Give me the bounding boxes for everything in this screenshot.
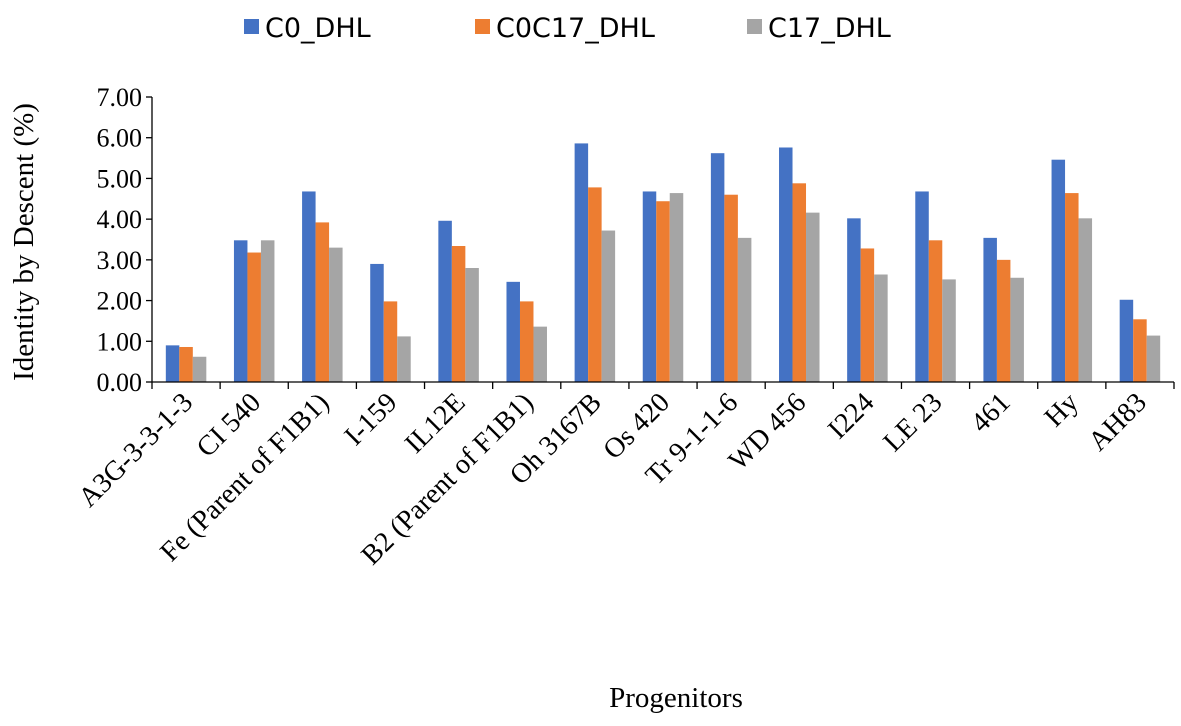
x-tick-label: I224 [822,387,880,445]
legend-swatch [475,19,490,34]
bar-c0c17-dhl [247,252,261,382]
y-tick-label: 0.00 [97,368,143,397]
bar-c17-dhl [942,279,956,382]
bar-c17-dhl [192,356,207,382]
x-tick-label: AH83 [1083,387,1153,457]
y-axis-title: Identity by Descent (%) [8,103,40,381]
bar-c17-dhl [260,240,275,382]
bar-c17-dhl [669,193,684,382]
legend-label: C0_DHL [265,13,371,44]
bar-c0-dhl [165,345,180,382]
y-tick-label: 7.00 [97,83,143,112]
bar-c0c17-dhl [588,187,602,382]
bar-c0-dhl [233,240,248,382]
bar-c17-dhl [806,212,820,382]
bar-c0-dhl [574,143,589,382]
bar-c0-dhl [1119,299,1134,382]
bar-c0-dhl [983,237,997,382]
bar-c0-dhl [438,220,452,382]
bar-c0-dhl [642,191,657,382]
x-tick-label: WD 456 [723,387,813,477]
bar-c0-dhl [915,191,929,382]
legend-label: C0C17_DHL [496,13,655,44]
y-tick-label: 3.00 [97,246,143,275]
y-tick-label: 6.00 [97,124,143,153]
bar-c0-dhl [847,218,861,382]
bar-c17-dhl [397,336,411,382]
bar-c17-dhl [465,268,479,382]
bar-c0-dhl [779,147,793,382]
y-tick-label: 4.00 [97,205,143,234]
bar-c17-dhl [329,247,343,382]
bar-c0c17-dhl [792,183,807,382]
bar-c17-dhl [601,230,616,382]
legend: C0_DHL C0C17_DHL C17_DHL [244,13,891,44]
bar-c0-dhl [506,281,520,382]
legend-label: C17_DHL [768,13,891,44]
x-tick-label: Hy [1039,387,1085,433]
bar-c0c17-dhl [383,301,398,382]
bar-c0c17-dhl [656,201,670,382]
bar-c0c17-dhl [315,222,330,382]
y-tick-label: 1.00 [97,327,143,356]
bar-c0c17-dhl [1065,193,1079,382]
bar-c0c17-dhl [179,346,193,382]
bars [165,143,1161,382]
bar-c0c17-dhl [1133,319,1147,382]
bar-c0c17-dhl [928,240,943,382]
bar-c17-dhl [1078,218,1093,382]
bar-c0c17-dhl [451,246,466,382]
bar-c17-dhl [1010,277,1024,382]
x-axis-title: Progenitors [609,682,743,714]
bar-c0-dhl [710,153,725,382]
bar-c0c17-dhl [724,194,738,382]
bar-c0c17-dhl [996,259,1011,382]
x-tick-label: LE 23 [878,387,949,458]
x-tick-label: I-159 [339,387,404,452]
x-tick-label: 461 [965,387,1017,439]
bar-c0-dhl [370,263,384,382]
bar-c0-dhl [302,191,316,382]
legend-swatch [244,19,259,34]
legend-swatch [747,19,762,34]
y-axis: 0.00 1.00 2.00 3.00 4.00 5.00 6.00 7.00 [97,83,153,397]
bar-c17-dhl [533,326,547,382]
y-tick-label: 5.00 [97,164,143,193]
bar-c0c17-dhl [860,248,875,382]
bar-c17-dhl [874,274,888,382]
bar-c0-dhl [1051,159,1066,382]
bar-c17-dhl [1146,335,1161,382]
bar-c17-dhl [737,237,752,382]
bar-c0c17-dhl [519,301,534,382]
y-tick-label: 2.00 [97,287,143,316]
x-tick-label: A3G-3-3-1-3 [73,387,199,513]
